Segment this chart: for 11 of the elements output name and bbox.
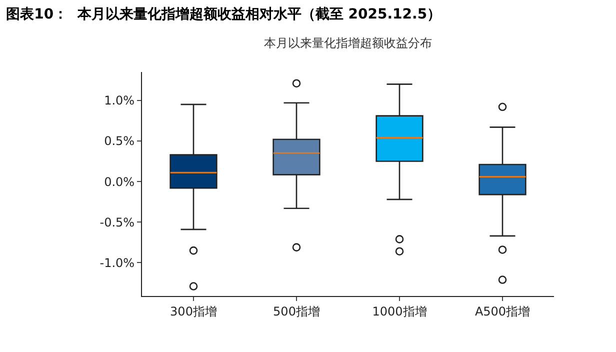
x-tick-label: A500指增 [474,304,530,318]
x-tick-label: 1000指增 [372,304,427,318]
y-tick-label: -1.0% [100,256,135,270]
y-tick-label: -0.5% [100,215,135,230]
y-tick-label: 1.0% [104,94,135,108]
y-tick-label: 0.0% [104,174,135,189]
y-tick-label: 0.5% [104,134,135,148]
x-tick-label: 300指增 [170,304,217,318]
chart-subtitle: 本月以来量化指增超额收益分布 [264,36,432,50]
chart-title: 图表10： 本月以来量化指增超额收益相对水平（截至 2025.12.5） [6,6,442,23]
x-tick-label: 500指增 [273,304,320,318]
